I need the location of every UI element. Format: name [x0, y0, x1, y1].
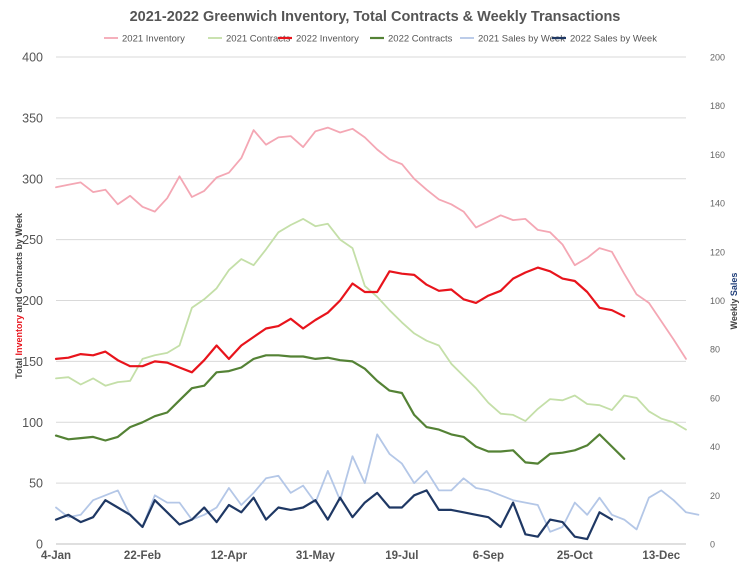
legend-label: 2022 Contracts — [388, 34, 453, 45]
x-tick-label: 25-Oct — [557, 550, 593, 562]
right-axis-label: Weekly Sales — [729, 273, 739, 330]
series-line-2022-inventory — [54, 266, 626, 374]
left-axis-ticks: 0 50 100 150 200 250 300 350 400 — [22, 51, 43, 552]
series-line-2021-inventory — [55, 126, 687, 360]
x-tick-label: 12-Apr — [211, 550, 248, 562]
x-tick-label: 6-Sep — [473, 550, 504, 562]
x-axis-ticks: 4-Jan 22-Feb 12-Apr 31-May 19-Jul 6-Sep 25-Oct… — [41, 550, 681, 562]
series-line-2021-sales-by-week — [55, 433, 700, 533]
left-tick-label: 300 — [22, 172, 43, 186]
series-line-2021-contracts — [55, 217, 687, 431]
left-tick-label: 250 — [22, 233, 43, 247]
gridlines — [56, 56, 686, 545]
left-tick-label: 350 — [22, 111, 43, 125]
legend-label: 2022 Sales by Week — [570, 34, 657, 45]
left-tick-label: 0 — [36, 538, 43, 552]
left-tick-label: 50 — [29, 477, 43, 491]
legend: 2021 Inventory 2021 Contracts 2022 Invento… — [104, 34, 657, 45]
left-axis-label-part: Inventory — [14, 315, 24, 356]
legend-label: 2022 Inventory — [296, 34, 359, 45]
x-tick-label: 22-Feb — [124, 550, 161, 562]
right-tick-label: 60 — [710, 393, 720, 403]
x-tick-label: 31-May — [296, 550, 336, 562]
legend-label: 2021 Sales by Week — [478, 34, 565, 45]
left-tick-label: 100 — [22, 416, 43, 430]
left-tick-label: 200 — [22, 294, 43, 308]
right-axis-label-part: Sales — [729, 273, 739, 297]
right-tick-label: 200 — [710, 53, 725, 63]
right-tick-label: 80 — [710, 345, 720, 355]
left-tick-label: 400 — [22, 51, 43, 65]
right-tick-label: 40 — [710, 442, 720, 452]
right-tick-label: 0 — [710, 540, 715, 550]
series-line-2022-sales-by-week — [54, 489, 614, 541]
right-tick-label: 180 — [710, 101, 725, 111]
right-axis-ticks: 0 20 40 60 80 100 120 140 160 180 200 — [710, 53, 725, 550]
series-lines — [54, 126, 700, 541]
series-line-2022-contracts — [54, 354, 626, 465]
left-axis-label-part: Total — [14, 356, 24, 379]
left-tick-label: 150 — [22, 355, 43, 369]
left-axis-label: Total Inventory and Contracts by Week — [14, 212, 24, 379]
chart-title: 2021-2022 Greenwich Inventory, Total Con… — [130, 9, 621, 25]
right-tick-label: 140 — [710, 199, 725, 209]
left-axis-label-part: and Contracts by Week — [14, 212, 24, 315]
legend-label: 2021 Inventory — [122, 34, 185, 45]
right-tick-label: 160 — [710, 150, 725, 160]
x-tick-label: 4-Jan — [41, 550, 71, 562]
right-tick-label: 120 — [710, 247, 725, 257]
legend-label: 2021 Contracts — [226, 34, 291, 45]
x-tick-label: 13-Dec — [642, 550, 680, 562]
right-axis-label-part: Weekly — [729, 296, 739, 329]
right-tick-label: 100 — [710, 296, 725, 306]
x-tick-label: 19-Jul — [385, 550, 418, 562]
right-tick-label: 20 — [710, 491, 720, 501]
